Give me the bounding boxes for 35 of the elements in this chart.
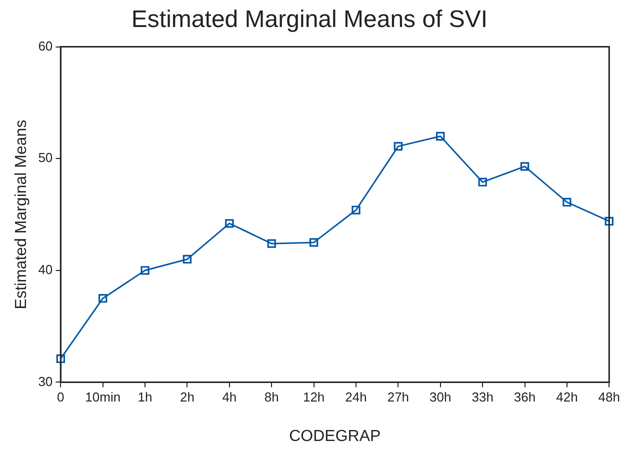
x-tick-label: 42h <box>556 390 578 405</box>
point <box>182 254 192 264</box>
x-tick-label: 10min <box>85 390 121 405</box>
x-tick-label: 12h <box>302 390 325 405</box>
x-tick-label: 30h <box>430 390 452 405</box>
x-tick-label: 2h <box>180 390 194 405</box>
x-tick-label: 8h <box>264 390 279 405</box>
y-tick-label: 50 <box>38 150 53 166</box>
point <box>562 198 572 207</box>
point <box>352 206 360 214</box>
chart-title: Estimated Marginal Means of SVI <box>131 6 488 34</box>
x-tick-label: 33h <box>472 390 494 405</box>
x-tick-label: 4h <box>222 390 237 405</box>
x-tick-label: 24h <box>345 390 367 405</box>
point <box>225 219 234 228</box>
x-axis-title: CODEGRAP <box>289 428 381 445</box>
x-tick-label: 1h <box>138 390 152 405</box>
point <box>98 294 108 303</box>
point <box>394 142 403 151</box>
point <box>56 354 65 364</box>
point <box>520 162 530 171</box>
point <box>309 238 318 247</box>
point <box>436 132 445 141</box>
point <box>267 239 276 248</box>
point <box>478 178 487 186</box>
x-tick-label: 27h <box>387 390 410 405</box>
point <box>140 266 150 275</box>
x-tick-label: 48h <box>598 390 620 405</box>
x-tick-label: 36h <box>514 390 536 405</box>
y-tick-label: 40 <box>38 262 53 277</box>
y-tick-label: 30 <box>38 374 53 389</box>
y-tick-label: 60 <box>38 38 53 54</box>
y-axis-title: Estimated Marginal Means <box>13 120 30 310</box>
x-tick-label: 0 <box>57 390 64 405</box>
point <box>604 216 614 226</box>
